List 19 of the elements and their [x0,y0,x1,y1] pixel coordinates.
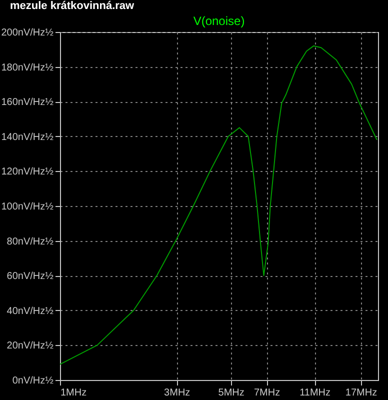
y-tick-label: 100nV/Hz½ [1,202,54,212]
y-tick-label: 120nV/Hz½ [1,166,54,178]
y-tick-label: 40nV/Hz½ [6,306,54,317]
y-tick-label: 160nV/Hz½ [1,97,54,108]
x-tick-label: 5MHz [218,388,244,398]
y-tick-label: 180nV/Hz½ [1,62,54,74]
y-tick-label: 0nV/Hz½ [12,376,54,386]
y-tick-label: 140nV/Hz½ [1,132,54,143]
y-tick-label: 60nV/Hz½ [6,271,54,282]
x-tick-label: 1MHz [60,388,87,398]
y-tick-label: 20nV/Hz½ [6,340,54,352]
x-tick-label: 17MHz [345,388,378,398]
y-tick-label: 200nV/Hz½ [1,28,54,38]
chart-title: V(onoise) [193,14,245,28]
x-tick-label: 3MHz [164,388,190,398]
x-tick-label: 7MHz [254,388,280,398]
text: mezule krátkovinná.raw [10,0,135,12]
x-tick-label: 11MHz [300,388,331,398]
y-tick-label: 80nV/Hz½ [6,236,54,248]
